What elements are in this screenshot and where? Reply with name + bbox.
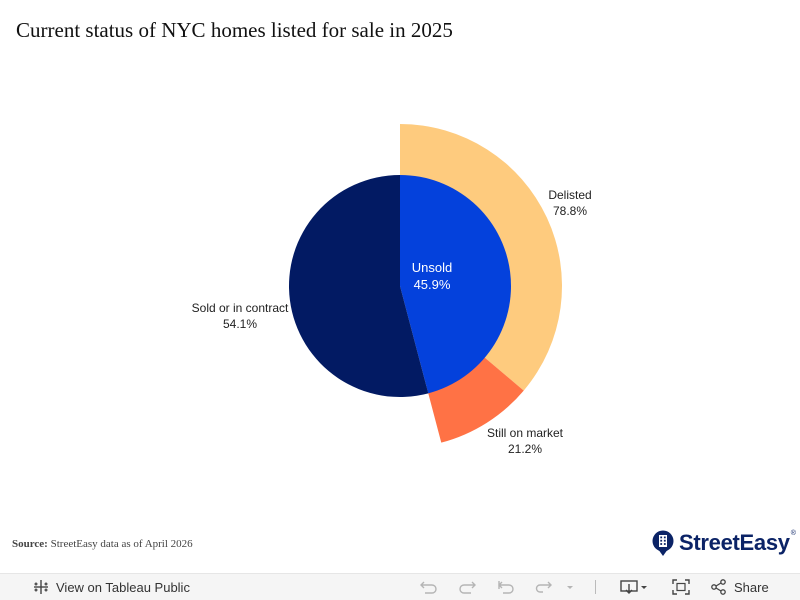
share-label: Share	[734, 579, 769, 595]
logo-trademark: ®	[790, 530, 796, 537]
tableau-toolbar: View on Tableau Public	[0, 573, 800, 600]
label-on-market-name: Still on market	[487, 426, 564, 440]
fullscreen-button[interactable]	[672, 579, 690, 595]
download-icon	[620, 580, 647, 594]
source-label: Source:	[12, 538, 48, 550]
outer-slice-delisted[interactable]	[400, 124, 562, 391]
source-note: Source: StreetEasy data as of April 2026	[12, 538, 193, 550]
label-on-market-value: 21.2%	[508, 442, 542, 456]
outer-slice-still-on-market[interactable]	[426, 353, 524, 443]
redo-button[interactable]	[458, 579, 476, 595]
logo-text: StreetEasy	[679, 530, 790, 555]
chevron-down-icon	[567, 586, 573, 589]
streeteasy-logo[interactable]: StreetEasy ®	[652, 530, 796, 556]
building-pin-icon	[652, 530, 674, 556]
toolbar-divider	[595, 580, 596, 594]
label-sold-value: 54.1%	[223, 317, 257, 331]
outer-ring	[400, 124, 562, 443]
label-delisted-name: Delisted	[548, 188, 591, 202]
view-on-tableau-label: View on Tableau Public	[56, 579, 190, 595]
revert-button[interactable]	[497, 579, 515, 595]
refresh-button[interactable]	[535, 579, 553, 595]
inner-pie	[289, 175, 512, 397]
refresh-dropdown-button[interactable]	[565, 579, 575, 595]
undo-icon	[420, 581, 437, 594]
inner-slice-sold-or-in-contract[interactable]	[289, 175, 429, 397]
redo-icon	[459, 581, 476, 594]
label-delisted-value: 78.8%	[553, 204, 587, 218]
label-unsold-value: 45.9%	[414, 277, 451, 292]
chart-title: Current status of NYC homes listed for s…	[16, 18, 453, 42]
tableau-logo-icon	[34, 580, 48, 594]
chart-area: Unsold 45.9% Sold or in contract 54.1% D…	[192, 124, 592, 456]
revert-icon	[498, 581, 514, 594]
label-sold-name: Sold or in contract	[192, 301, 289, 315]
share-button[interactable]: Share	[710, 579, 769, 595]
inner-slice-unsold[interactable]	[400, 175, 512, 394]
undo-button[interactable]	[420, 579, 438, 595]
fullscreen-icon	[672, 579, 690, 595]
share-icon	[711, 579, 726, 595]
view-on-tableau-button[interactable]: View on Tableau Public	[33, 579, 190, 595]
label-unsold-name: Unsold	[412, 260, 452, 275]
source-text: StreetEasy data as of April 2026	[50, 538, 193, 550]
refresh-icon	[535, 581, 552, 593]
download-button[interactable]	[620, 579, 650, 595]
